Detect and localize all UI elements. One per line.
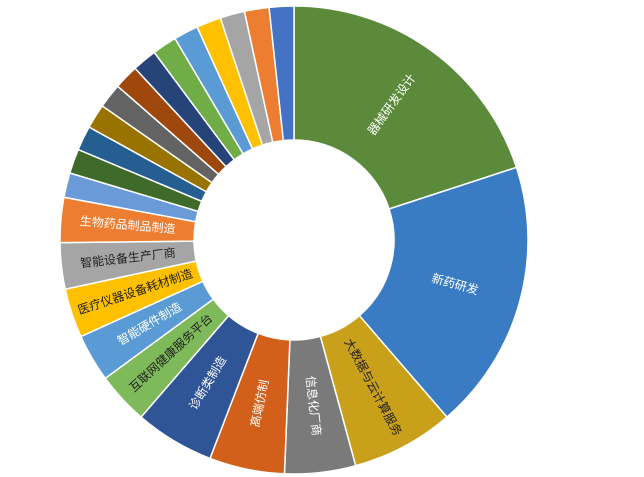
donut-segment xyxy=(358,166,529,419)
segment-label: 信息化厂商 xyxy=(303,375,325,436)
donut-segment xyxy=(268,5,295,142)
donut-segment xyxy=(293,5,518,210)
